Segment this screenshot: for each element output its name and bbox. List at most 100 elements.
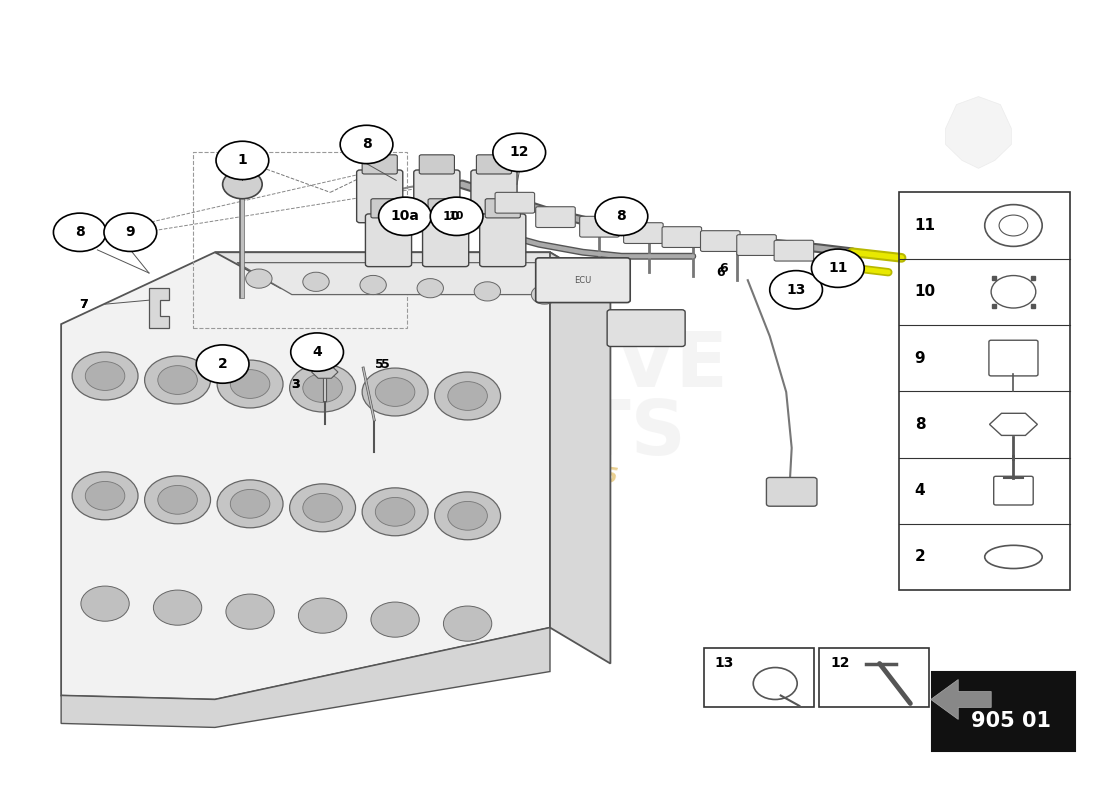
- Circle shape: [217, 480, 283, 528]
- FancyBboxPatch shape: [662, 226, 702, 247]
- FancyBboxPatch shape: [480, 214, 526, 266]
- Polygon shape: [550, 252, 610, 663]
- Text: 4: 4: [915, 483, 925, 498]
- Text: 3: 3: [290, 378, 299, 390]
- Text: 1: 1: [238, 154, 248, 167]
- Circle shape: [226, 594, 274, 630]
- Circle shape: [73, 352, 138, 400]
- Circle shape: [144, 476, 210, 524]
- Polygon shape: [62, 252, 550, 699]
- FancyBboxPatch shape: [356, 170, 403, 222]
- Circle shape: [290, 333, 343, 371]
- Circle shape: [144, 356, 210, 404]
- FancyBboxPatch shape: [495, 192, 535, 213]
- Circle shape: [430, 197, 483, 235]
- Text: 7: 7: [79, 298, 88, 310]
- Polygon shape: [62, 628, 550, 727]
- Text: 10: 10: [442, 210, 460, 223]
- Circle shape: [222, 170, 262, 198]
- Circle shape: [375, 498, 415, 526]
- Circle shape: [434, 492, 500, 540]
- Text: 12: 12: [509, 146, 529, 159]
- Text: 8: 8: [616, 210, 626, 223]
- Polygon shape: [311, 366, 338, 378]
- Text: 2: 2: [915, 550, 925, 565]
- Ellipse shape: [226, 166, 258, 178]
- FancyBboxPatch shape: [485, 198, 520, 218]
- Circle shape: [157, 486, 197, 514]
- Circle shape: [153, 590, 201, 626]
- Text: 13: 13: [786, 282, 806, 297]
- Circle shape: [770, 270, 823, 309]
- Text: 4: 4: [312, 345, 322, 359]
- Circle shape: [302, 494, 342, 522]
- Text: 8: 8: [75, 226, 85, 239]
- FancyBboxPatch shape: [737, 234, 777, 255]
- FancyBboxPatch shape: [428, 198, 463, 218]
- Text: 11: 11: [828, 262, 848, 275]
- Text: 13: 13: [715, 655, 734, 670]
- FancyBboxPatch shape: [365, 214, 411, 266]
- FancyBboxPatch shape: [476, 155, 512, 174]
- Circle shape: [216, 142, 268, 179]
- Circle shape: [196, 345, 249, 383]
- Text: 7: 7: [79, 298, 88, 310]
- Circle shape: [230, 370, 270, 398]
- Text: 905 01: 905 01: [971, 711, 1050, 731]
- Circle shape: [493, 134, 546, 171]
- Polygon shape: [931, 679, 991, 719]
- Text: 8: 8: [915, 417, 925, 432]
- FancyBboxPatch shape: [701, 230, 740, 251]
- Text: 8: 8: [362, 138, 372, 151]
- Text: 9: 9: [125, 226, 135, 239]
- Circle shape: [434, 372, 500, 420]
- Text: 12: 12: [830, 655, 849, 670]
- Circle shape: [448, 382, 487, 410]
- Text: 3: 3: [290, 378, 299, 390]
- Circle shape: [531, 285, 558, 304]
- Circle shape: [289, 364, 355, 412]
- Text: 11: 11: [915, 218, 936, 233]
- Polygon shape: [148, 288, 168, 328]
- FancyBboxPatch shape: [371, 198, 406, 218]
- Circle shape: [86, 362, 124, 390]
- FancyBboxPatch shape: [767, 478, 817, 506]
- Text: ELUSIVE
PARTS: ELUSIVE PARTS: [373, 329, 727, 471]
- Circle shape: [595, 197, 648, 235]
- Circle shape: [86, 482, 124, 510]
- Text: 10: 10: [915, 284, 936, 299]
- Circle shape: [157, 366, 197, 394]
- Text: 5: 5: [375, 358, 384, 370]
- FancyBboxPatch shape: [414, 170, 460, 222]
- FancyBboxPatch shape: [419, 155, 454, 174]
- Circle shape: [289, 484, 355, 532]
- FancyBboxPatch shape: [422, 214, 469, 266]
- Text: 9: 9: [915, 350, 925, 366]
- Circle shape: [73, 472, 138, 520]
- Circle shape: [360, 275, 386, 294]
- Circle shape: [217, 360, 283, 408]
- Circle shape: [362, 488, 428, 536]
- Polygon shape: [214, 252, 610, 288]
- Circle shape: [812, 249, 865, 287]
- Circle shape: [54, 213, 107, 251]
- FancyBboxPatch shape: [536, 206, 575, 227]
- Circle shape: [302, 272, 329, 291]
- Circle shape: [417, 278, 443, 298]
- FancyBboxPatch shape: [774, 240, 814, 261]
- Circle shape: [474, 282, 500, 301]
- Circle shape: [371, 602, 419, 637]
- Circle shape: [443, 606, 492, 641]
- Text: a part for parts since 1985: a part for parts since 1985: [305, 424, 619, 488]
- Text: 5: 5: [381, 358, 389, 370]
- Text: 6: 6: [716, 266, 725, 278]
- Circle shape: [81, 586, 129, 622]
- FancyBboxPatch shape: [607, 310, 685, 346]
- Text: 10a: 10a: [390, 210, 419, 223]
- Text: 10: 10: [449, 211, 464, 222]
- FancyBboxPatch shape: [933, 671, 1075, 751]
- Circle shape: [375, 378, 415, 406]
- Polygon shape: [946, 97, 1011, 169]
- FancyBboxPatch shape: [580, 216, 619, 237]
- Text: 2: 2: [218, 357, 228, 371]
